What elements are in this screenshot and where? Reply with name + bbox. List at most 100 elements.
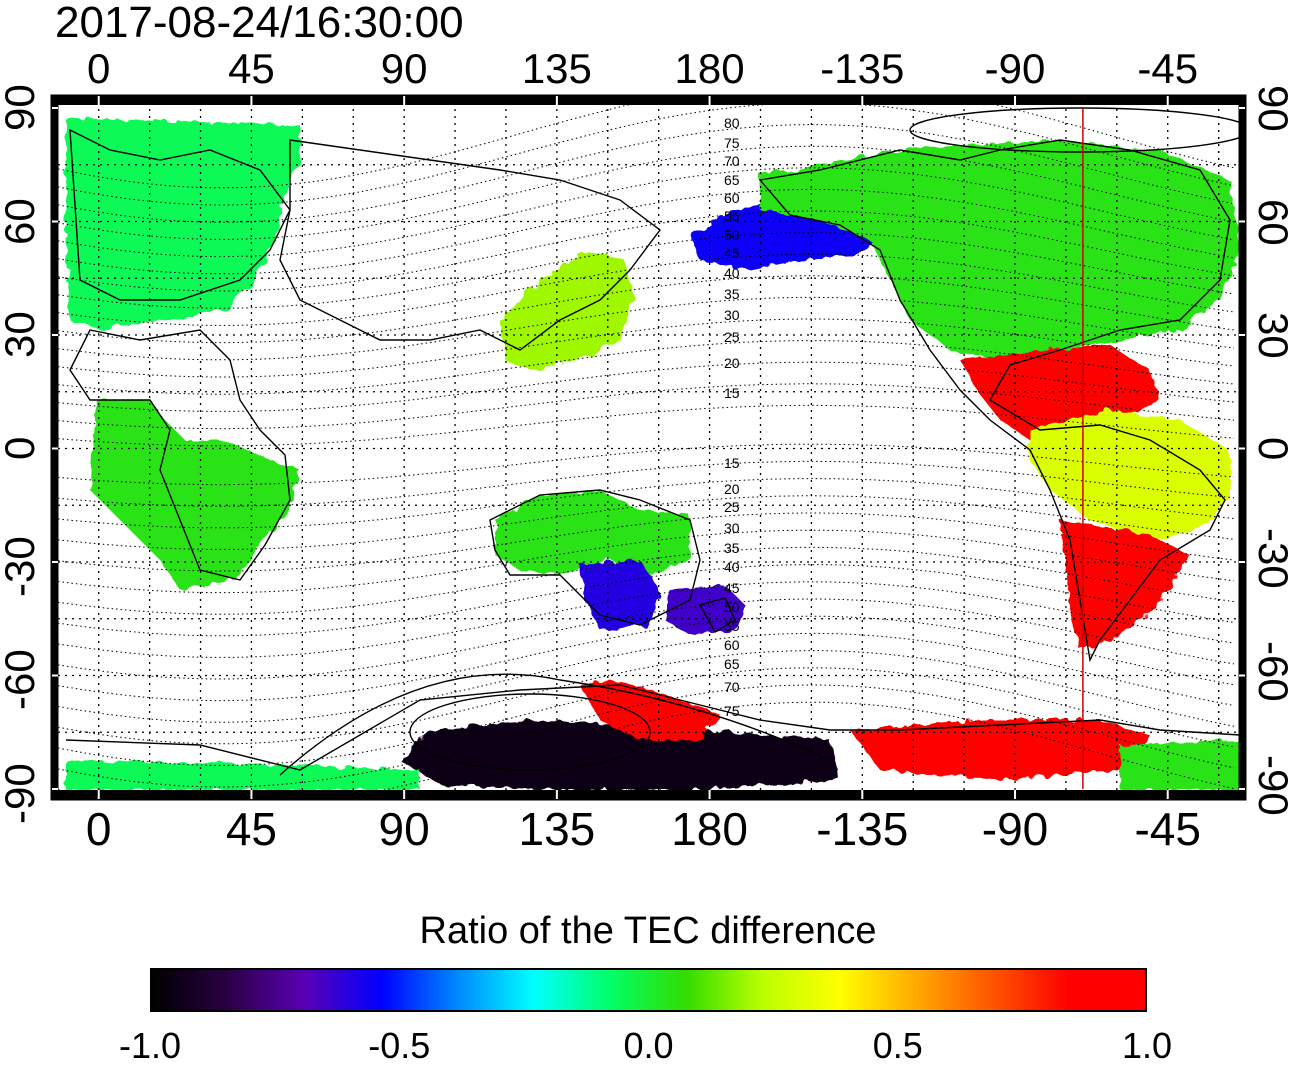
lon-tick-label-bottom: 0	[85, 803, 112, 855]
lon-tick-label-bottom: -135	[816, 803, 909, 855]
lat-tick-label-left: 30	[0, 311, 43, 358]
bottom-axis-bar	[52, 790, 1245, 799]
contour-label: 60	[724, 190, 740, 206]
lon-tick-label-top: 45	[228, 45, 275, 92]
tick-marks	[52, 96, 1245, 799]
contour-label: 55	[724, 618, 740, 634]
colorbar	[150, 968, 1147, 1012]
magnetic-contour	[57, 296, 1235, 361]
contour-label: 35	[724, 540, 740, 556]
contour-label: 65	[724, 172, 740, 188]
magnetic-contour	[57, 443, 1235, 486]
magnetic-contour	[57, 684, 1235, 788]
magnetic-contour	[57, 546, 1235, 615]
lon-tick-label-top: 135	[521, 45, 592, 92]
region-south-america-north	[1030, 410, 1230, 540]
colorbar-tick-label: 0.5	[872, 1025, 923, 1066]
magnetic-contour	[57, 188, 1235, 275]
colorbar-title: Ratio of the TEC difference	[419, 910, 877, 952]
region-australia-west	[495, 490, 690, 575]
magnetic-contour	[57, 361, 1235, 412]
contour-label: 75	[724, 135, 740, 151]
region-east-asia	[500, 250, 635, 370]
top-axis-bar	[52, 96, 1245, 105]
magnetic-contour	[57, 383, 1235, 430]
lat-tick-label-right: 30	[1250, 312, 1296, 359]
lon-tick-label-bottom: -45	[1134, 803, 1201, 855]
lon-tick-label-top: -45	[1137, 45, 1199, 92]
lon-tick-label-top: 180	[674, 45, 745, 92]
tec-data-layer	[66, 118, 1240, 790]
lat-tick-label-right: -30	[1250, 527, 1296, 589]
magnetic-contour	[57, 615, 1235, 702]
region-australia-southeast	[580, 560, 660, 630]
contour-label: 30	[724, 520, 740, 536]
contour-label: 20	[724, 355, 740, 371]
magnetic-contour	[57, 275, 1235, 344]
magnetic-contour	[57, 478, 1235, 529]
lon-tick-label-bottom: 135	[518, 803, 596, 855]
region-europe	[66, 118, 300, 330]
lon-tick-label-top: -90	[984, 45, 1046, 92]
lon-tick-label-top: -135	[820, 45, 905, 92]
lat-tick-label-left: -90	[0, 762, 43, 824]
magnetic-contour	[57, 598, 1235, 680]
contour-label: 45	[724, 580, 740, 596]
lat-tick-label-left: -60	[0, 649, 43, 710]
magnetic-contour	[57, 404, 1235, 447]
contour-label: 55	[724, 208, 740, 224]
magnetic-contour	[57, 210, 1235, 292]
magnetic-contour	[57, 632, 1235, 723]
contour-label: 80	[724, 115, 740, 131]
contour-label: 35	[724, 286, 740, 302]
contour-label: 75	[724, 703, 740, 719]
contour-label: 70	[724, 153, 740, 169]
contour-label: 65	[724, 656, 740, 672]
magnetic-contour	[57, 529, 1235, 594]
magnetic-contour	[57, 495, 1235, 550]
lat-tick-label-left: 90	[0, 84, 43, 131]
timestamp-title: 2017-08-24/16:30:00	[55, 0, 464, 47]
lat-tick-label-right: 60	[1250, 198, 1296, 246]
region-antarctica-pacific	[400, 720, 840, 790]
magnetic-contour	[57, 460, 1235, 507]
region-antarctica-peninsula	[580, 680, 720, 740]
magnetic-contour	[57, 102, 1235, 206]
lat-tick-label-left: -30	[0, 535, 43, 597]
colorbar-tick-label: -0.5	[368, 1025, 431, 1066]
lon-tick-label-bottom: 45	[225, 803, 278, 855]
lat-tick-label-right: 0	[1250, 437, 1296, 461]
region-polar-band	[66, 760, 420, 790]
contour-label: 40	[724, 559, 740, 575]
lon-tick-label-top: 0	[87, 45, 111, 92]
contour-label: 20	[724, 481, 740, 497]
lat-tick-label-right: -90	[1250, 754, 1296, 816]
contour-label: 25	[724, 499, 740, 515]
contour-label: 15	[724, 455, 740, 471]
contour-label: 40	[724, 265, 740, 281]
lon-tick-label-top: 90	[380, 45, 428, 92]
region-africa	[90, 400, 300, 590]
lat-tick-label-right: 90	[1250, 85, 1296, 132]
contour-label: 30	[724, 307, 740, 323]
magnetic-contour	[57, 340, 1235, 395]
contour-label: 70	[724, 679, 740, 695]
contour-label: 25	[724, 329, 740, 345]
lon-tick-label-bottom: -90	[981, 803, 1049, 855]
magnetic-contour	[57, 167, 1235, 258]
region-polar-band-east	[1120, 740, 1240, 790]
lon-tick-label-bottom: 180	[671, 803, 748, 855]
lat-tick-label-left: 60	[0, 197, 43, 245]
lon-tick-label-bottom: 90	[378, 803, 430, 855]
contour-label: 60	[724, 637, 740, 653]
colorbar-tick-label: 0.0	[623, 1025, 674, 1066]
lat-tick-label-left: 0	[0, 436, 43, 460]
lat-tick-label-right: -60	[1250, 641, 1296, 702]
contour-label: 15	[724, 385, 740, 401]
region-antarctica-ross	[850, 720, 1150, 780]
region-south-america-south	[1060, 520, 1190, 650]
contour-label: 45	[724, 245, 740, 261]
contour-labels: 80 75 70 65 60 55 50 45 40 35 30 25 20 15 15 20 25 30 35 40…	[724, 115, 740, 719]
colorbar-tick-label: -1.0	[118, 1025, 182, 1066]
